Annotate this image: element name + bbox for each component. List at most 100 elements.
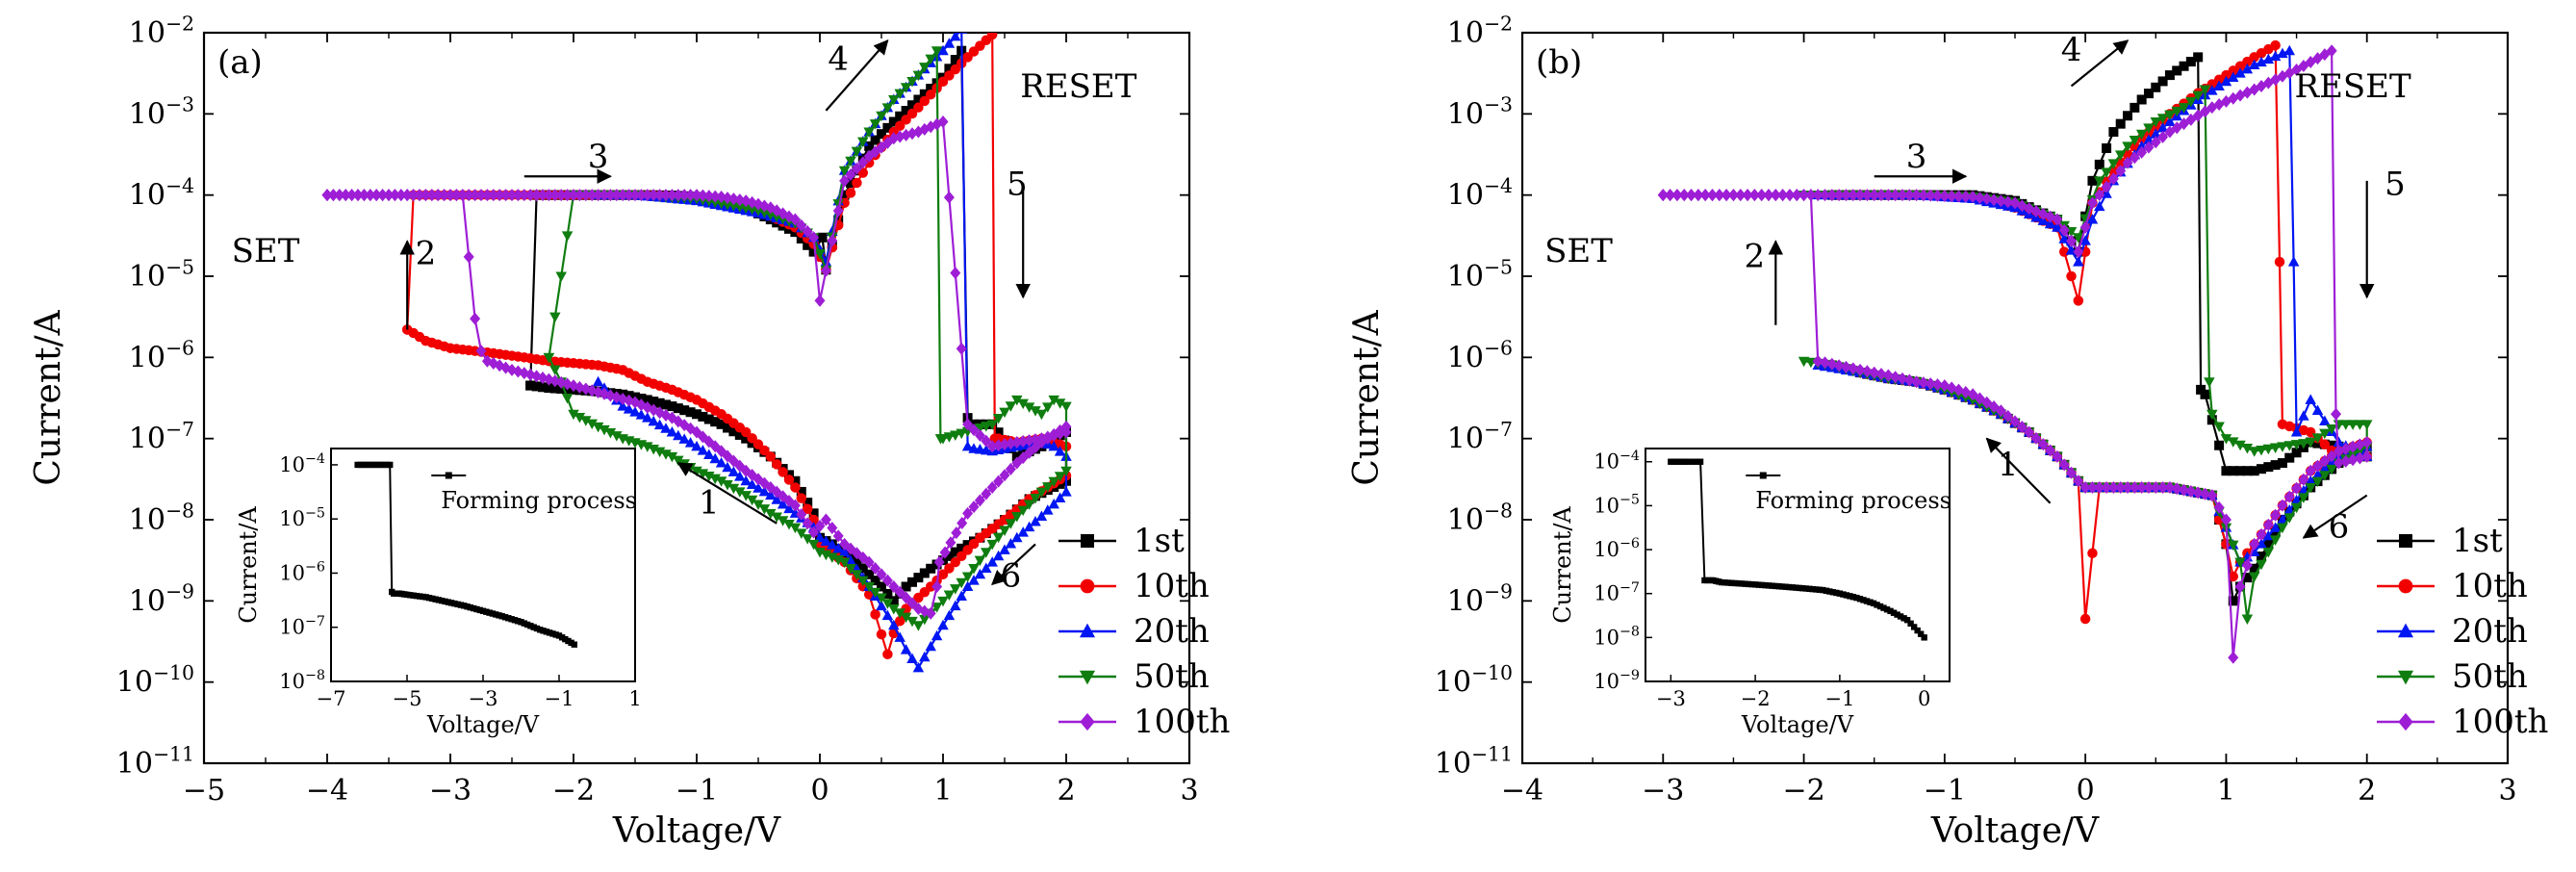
inset-data-point (1745, 580, 1752, 588)
data-point-50th (900, 612, 912, 624)
data-point-1st (839, 190, 850, 200)
data-point-100th (1882, 369, 1894, 382)
data-point-100th (2024, 425, 2035, 439)
data-point-100th (642, 189, 653, 202)
data-point-100th (820, 513, 831, 526)
data-point-20th (684, 437, 697, 448)
inset-data-point (1689, 458, 1696, 465)
inset-data-point (1820, 586, 1826, 594)
data-point-20th (740, 474, 752, 486)
data-point-1st (703, 414, 714, 424)
data-point-100th (691, 189, 702, 202)
inset-data-point (435, 597, 443, 603)
data-point-100th (2150, 136, 2161, 149)
data-point-100th (432, 189, 444, 202)
data-point-50th (1035, 409, 1048, 421)
data-point-100th (808, 231, 820, 244)
data-point-100th (1011, 436, 1023, 449)
data-point-20th (660, 423, 672, 433)
data-point-50th (2192, 90, 2204, 102)
data-point-100th (512, 189, 523, 202)
data-point-100th (494, 189, 505, 202)
data-point-50th (802, 534, 813, 545)
x-tick-label: −4 (306, 774, 348, 808)
data-point-100th (2283, 490, 2295, 503)
data-point-50th (1060, 401, 1072, 413)
data-point-100th (2107, 480, 2119, 494)
data-point-50th (863, 581, 875, 593)
data-point-20th (999, 544, 1010, 554)
data-point-100th (2058, 223, 2070, 237)
data-point-100th (697, 189, 708, 202)
inset-data-point (1903, 616, 1911, 624)
data-point-1st (2257, 551, 2266, 562)
inset-x-axis-label: Voltage/V (426, 711, 540, 738)
data-point-1st (913, 94, 924, 105)
data-point-100th (2331, 407, 2342, 421)
data-point-100th (2262, 518, 2274, 531)
data-point-20th (956, 33, 967, 35)
data-point-20th (777, 498, 789, 509)
data-point-20th (943, 38, 956, 48)
data-point-100th (654, 189, 666, 202)
data-point-100th (986, 480, 998, 494)
data-point-20th (715, 457, 727, 468)
inset-data-point (1799, 585, 1806, 592)
data-point-20th (1005, 538, 1017, 549)
inset-data-point (1813, 586, 1820, 593)
data-point-50th (2347, 420, 2359, 430)
data-point-50th (881, 103, 894, 114)
data-point-100th (1861, 365, 1873, 378)
data-point-100th (1777, 189, 1789, 202)
y-tick-label: 10−11 (1435, 742, 1513, 781)
data-point-100th (1932, 189, 1944, 202)
data-point-50th (543, 352, 555, 364)
inset-data-point (1847, 593, 1853, 600)
annotation-3: 3 (588, 138, 609, 176)
data-point-1st (531, 381, 542, 392)
inset-data-point (432, 596, 439, 603)
data-point-100th (827, 234, 838, 247)
data-point-100th (2150, 480, 2161, 494)
legend-label-50th: 50th (1134, 657, 1210, 696)
legend-label-1st: 1st (1134, 522, 1185, 560)
inset-data-point (508, 616, 515, 623)
data-point-50th (2135, 129, 2148, 141)
data-point-100th (722, 192, 733, 205)
data-point-10th (2277, 419, 2288, 430)
annotation-4: 4 (828, 39, 849, 78)
data-point-100th (426, 189, 438, 202)
data-point-20th (2277, 514, 2288, 525)
data-point-100th (439, 189, 450, 202)
y-tick-label: 10−6 (129, 337, 194, 375)
data-point-100th (580, 189, 592, 202)
data-point-20th (2256, 56, 2267, 67)
inset-data-point (1762, 581, 1769, 589)
inset-data-point (1917, 630, 1925, 637)
data-point-20th (838, 546, 851, 557)
data-point-100th (802, 517, 813, 530)
inset-legend-label: Forming process (1755, 487, 1951, 514)
inset-data-point (1910, 624, 1918, 630)
legend-label-50th: 50th (2452, 657, 2528, 696)
data-point-50th (1054, 398, 1066, 409)
data-point-50th (2206, 409, 2218, 421)
data-point-50th (746, 495, 758, 506)
inset-data-point (387, 461, 394, 469)
inset-data-point (549, 630, 556, 637)
data-point-100th (1918, 376, 1929, 390)
data-point-50th (974, 555, 986, 567)
data-point-100th (2298, 473, 2309, 486)
inset-data-point (413, 592, 421, 600)
data-point-20th (2156, 121, 2169, 133)
inset-data-point (1921, 634, 1927, 641)
data-point-100th (832, 204, 844, 218)
data-point-50th (2290, 502, 2303, 514)
data-point-20th (2256, 538, 2267, 549)
data-point-10th (747, 433, 757, 444)
arrow-6 (991, 543, 1036, 586)
data-point-10th (944, 563, 955, 574)
data-point-100th (1882, 189, 1894, 202)
data-point-50th (876, 593, 887, 603)
data-point-50th (660, 449, 672, 460)
